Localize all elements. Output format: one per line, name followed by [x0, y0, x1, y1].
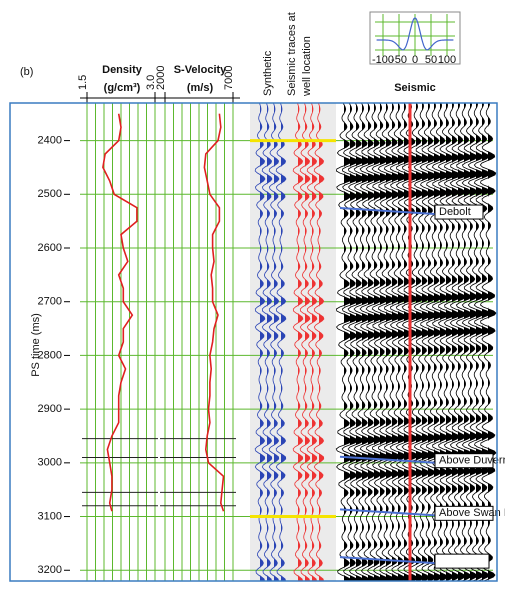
- trace: [395, 102, 413, 582]
- trace: [292, 102, 304, 582]
- inset-tick-label: 100: [438, 54, 456, 66]
- track-title: Synthetic: [262, 50, 274, 96]
- trace: [371, 102, 389, 582]
- trace: [479, 102, 497, 582]
- x-tick-label: 7000: [223, 66, 235, 90]
- x-tick-label: 1.5: [77, 75, 89, 90]
- log-curve: [102, 113, 138, 512]
- trace: [353, 102, 371, 582]
- horizon-box: [434, 505, 494, 521]
- trace: [431, 102, 449, 582]
- trace: [401, 102, 419, 582]
- trace: [455, 102, 473, 582]
- inset-tick-label: 50: [425, 54, 437, 66]
- trace: [365, 102, 383, 582]
- horizon-box: [434, 453, 494, 469]
- y-tick-label: 3000: [38, 457, 62, 469]
- trace: [359, 102, 377, 582]
- trace: [413, 102, 431, 582]
- horizon-box: [434, 553, 490, 569]
- trace: [306, 102, 318, 582]
- trace: [313, 102, 325, 582]
- plot-frame: [9, 102, 498, 582]
- trace: [449, 102, 467, 582]
- inset-tick-label: -50: [391, 54, 407, 66]
- inset-tick-label: 0: [412, 54, 418, 66]
- trace: [473, 103, 491, 582]
- y-tick-label: 2900: [38, 403, 62, 415]
- log-curve: [203, 113, 225, 512]
- horizon-box: [434, 204, 484, 220]
- trace: [335, 102, 353, 582]
- x-tick-label: 2000: [155, 66, 167, 90]
- trace: [461, 102, 479, 582]
- trace: [383, 102, 401, 582]
- trace: [268, 102, 280, 582]
- trace: [425, 102, 443, 582]
- horizon-label: Above Swan Hills: [439, 507, 505, 519]
- trace: [467, 103, 485, 582]
- track-title: Seismic traces at: [286, 12, 298, 96]
- horizon: [339, 207, 436, 216]
- horizon-label: Above Duvernay: [439, 455, 505, 467]
- horizon: [339, 455, 436, 464]
- horizon-label: Debolt: [439, 206, 471, 218]
- trace: [347, 102, 365, 582]
- y-tick-label: 2800: [38, 349, 62, 361]
- track-title: Density: [102, 64, 143, 76]
- trace: [275, 102, 287, 582]
- trace: [419, 102, 437, 582]
- y-tick-label: 2400: [38, 135, 62, 147]
- track-unit: (m/s): [187, 82, 214, 94]
- trace: [254, 102, 266, 582]
- trace: [389, 102, 407, 582]
- trace: [341, 102, 359, 582]
- wavelet: [376, 17, 454, 51]
- track-unit: (g/cm³): [104, 82, 141, 94]
- y-tick-label: 2600: [38, 242, 62, 254]
- horizon: [339, 508, 436, 517]
- horizon: [339, 556, 436, 565]
- y-axis-label: PS time (ms): [30, 313, 42, 377]
- trace: [261, 102, 273, 582]
- panel-label: (b): [20, 66, 33, 78]
- trace-panel: [250, 103, 336, 581]
- track-title: well location: [301, 36, 313, 97]
- inset-tick-label: -100: [372, 54, 394, 66]
- trace: [299, 102, 311, 582]
- track-title: S-Velocity: [174, 64, 227, 76]
- trace: [443, 102, 461, 582]
- y-tick-label: 2500: [38, 188, 62, 200]
- trace: [377, 102, 395, 582]
- y-tick-label: 2700: [38, 296, 62, 308]
- y-tick-label: 3100: [38, 510, 62, 522]
- trace: [437, 102, 455, 582]
- y-tick-label: 3200: [38, 564, 62, 576]
- track-title: Seismic: [394, 82, 436, 94]
- x-tick-label: 3.0: [145, 75, 157, 90]
